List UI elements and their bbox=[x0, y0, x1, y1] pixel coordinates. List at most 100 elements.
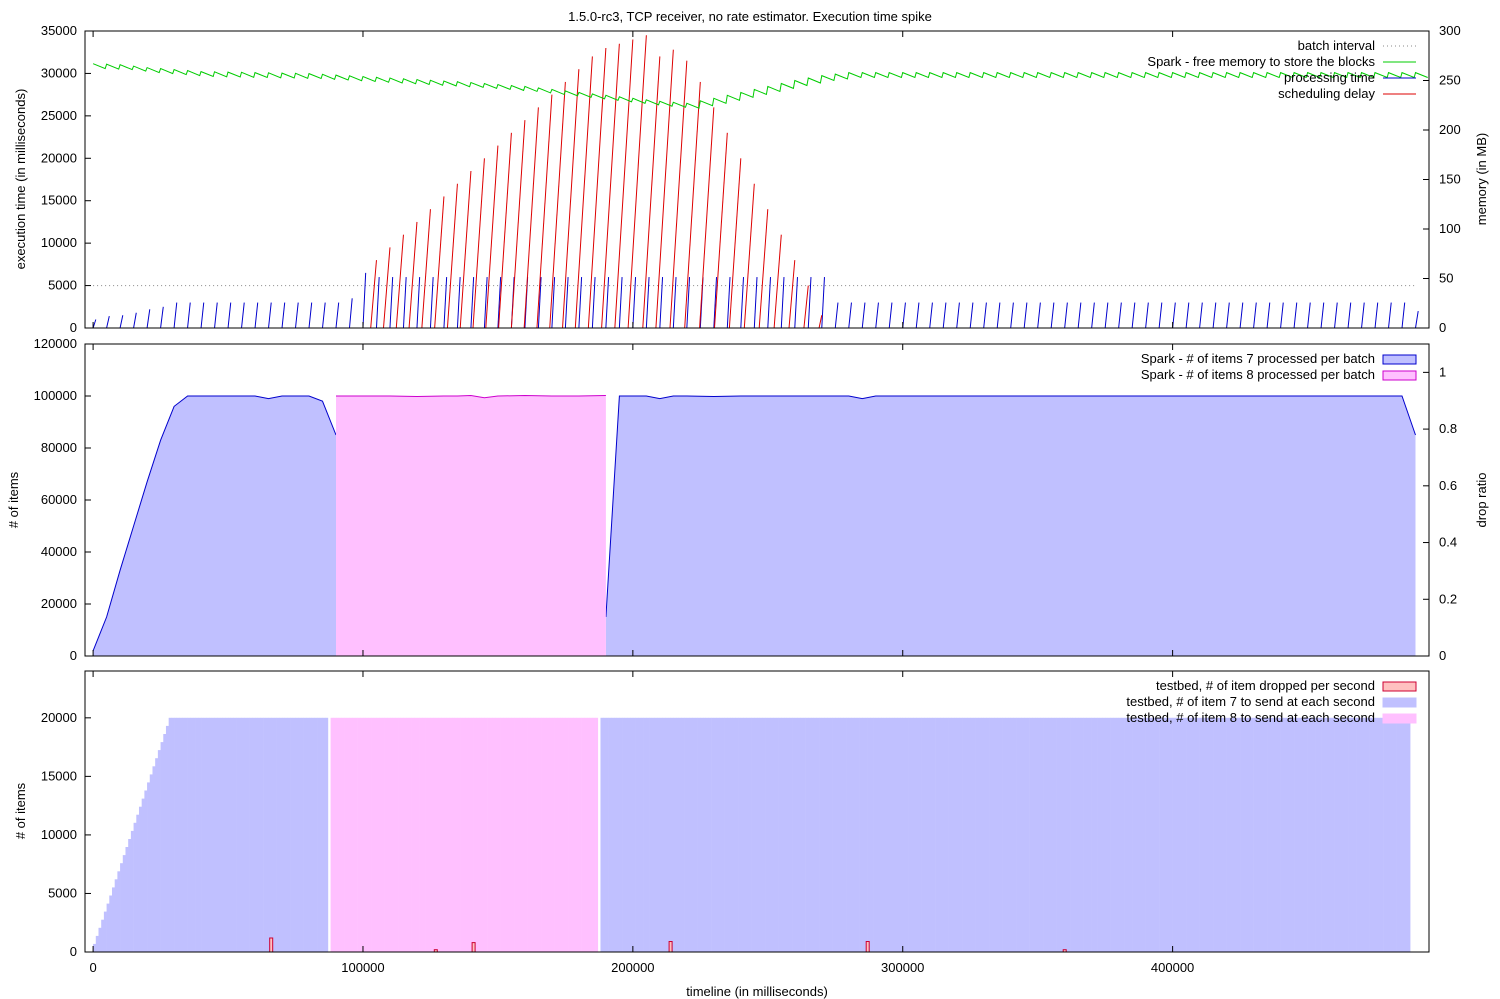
xtick-label: 300000 bbox=[881, 960, 924, 975]
items-8-send-bar bbox=[354, 717, 358, 952]
items-7-send-bar bbox=[1021, 717, 1025, 952]
items-7-send-bar bbox=[632, 717, 636, 952]
items-7-send-bar bbox=[864, 717, 868, 952]
legend-swatch bbox=[1382, 697, 1417, 708]
items-7-send-bar bbox=[670, 717, 674, 952]
items-7-send-bar bbox=[128, 839, 132, 952]
items-7-send-bar bbox=[1115, 717, 1119, 952]
items-7-send-bar bbox=[692, 717, 696, 952]
items-8-send-bar bbox=[419, 717, 423, 952]
items-7-send-bar bbox=[1080, 717, 1084, 952]
items-7-send-bar bbox=[732, 717, 736, 952]
processing-time-spike bbox=[483, 277, 488, 329]
dropped-items-bar bbox=[269, 937, 274, 953]
items-7-send-bar bbox=[1043, 717, 1047, 952]
items-8-send-bar bbox=[395, 717, 399, 952]
processing-time-spike bbox=[214, 302, 218, 329]
y2tick-label: 0.4 bbox=[1439, 535, 1457, 550]
y2tick-label: 250 bbox=[1439, 73, 1461, 88]
items-7-send-bar bbox=[1140, 717, 1144, 952]
items-7-send-bar bbox=[1061, 717, 1065, 952]
scheduling-delay-spike bbox=[587, 47, 607, 329]
items-7-send-bar bbox=[1180, 717, 1184, 952]
items-7-send-bar bbox=[165, 725, 169, 952]
items-7-send-bar bbox=[214, 717, 218, 952]
items-7-send-bar bbox=[1088, 717, 1092, 952]
items-8-send-bar bbox=[508, 717, 512, 952]
items-7-send-bar bbox=[719, 717, 723, 952]
legend-label: testbed, # of item 8 to send at each sec… bbox=[1126, 710, 1375, 725]
xtick-label: 200000 bbox=[611, 960, 654, 975]
items-7-send-bar bbox=[619, 717, 623, 952]
items-7-send-bar bbox=[1169, 717, 1173, 952]
items-8-send-bar bbox=[357, 717, 361, 952]
items-7-send-bar bbox=[889, 717, 893, 952]
items-7-send-bar bbox=[1040, 717, 1044, 952]
items-7-send-bar bbox=[789, 717, 793, 952]
scheduling-delay-spike bbox=[684, 81, 701, 329]
items-7-send-bar bbox=[1229, 717, 1233, 952]
items-7-send-bar bbox=[775, 717, 779, 952]
items-7-send-bar bbox=[309, 717, 312, 952]
items-7-send-bar bbox=[999, 717, 1003, 952]
items-7-send-bar bbox=[770, 717, 774, 952]
scheduling-delay-spike bbox=[655, 49, 674, 329]
processing-time-spike bbox=[780, 277, 785, 329]
items-8-send-bar bbox=[570, 717, 574, 952]
items-7-send-bar bbox=[1034, 717, 1038, 952]
items-7-send-bar bbox=[117, 871, 121, 952]
items-7-send-bar bbox=[754, 717, 758, 952]
items-7-send-bar bbox=[1183, 717, 1187, 952]
ytick-label: 5000 bbox=[48, 278, 77, 293]
items-8-send-bar bbox=[427, 717, 431, 952]
items-7-send-bar bbox=[708, 717, 712, 952]
items-7-send-bar bbox=[233, 717, 237, 952]
items-8-send-bar bbox=[441, 717, 445, 952]
items-7-send-bar bbox=[905, 717, 909, 952]
items-7-send-bar bbox=[168, 717, 172, 952]
items-7-send-bar bbox=[201, 717, 205, 952]
items-7-send-bar bbox=[794, 717, 798, 952]
items-7-send-bar bbox=[1294, 717, 1298, 952]
items-8-send-bar bbox=[465, 717, 469, 952]
scheduling-delay-spike bbox=[773, 234, 782, 329]
items-7-send-bar bbox=[1250, 717, 1254, 952]
items-8-send-bar bbox=[381, 717, 385, 952]
items-7-send-bar bbox=[1366, 717, 1370, 952]
items-7-send-bar bbox=[1226, 717, 1230, 952]
items-8-send-bar bbox=[576, 717, 580, 952]
items-7-send-bar bbox=[1186, 717, 1190, 952]
processing-time-spike bbox=[726, 277, 731, 329]
items-8-send-bar bbox=[435, 717, 439, 952]
items-7-send-bar bbox=[816, 717, 820, 952]
items-7-send-bar bbox=[924, 717, 928, 952]
items-7-send-bar bbox=[1213, 717, 1217, 952]
processing-time-spike bbox=[429, 277, 434, 329]
legend-label: Spark - free memory to store the blocks bbox=[1147, 54, 1375, 69]
items-7-send-bar bbox=[643, 717, 647, 952]
items-7-send-bar bbox=[983, 717, 987, 952]
processing-time-spike bbox=[1050, 302, 1055, 329]
scheduling-delay-spike bbox=[728, 158, 742, 329]
items-8-send-bar bbox=[462, 717, 466, 952]
items-7-send-bar bbox=[1159, 717, 1163, 952]
items-7-send-bar bbox=[916, 717, 920, 952]
items-7-send-bar bbox=[1026, 717, 1030, 952]
items-7-send-bar bbox=[1110, 717, 1114, 952]
items-7-area bbox=[93, 396, 336, 656]
items-8-send-bar bbox=[389, 717, 393, 952]
processing-time-spike bbox=[929, 302, 933, 329]
items-7-send-bar bbox=[927, 717, 931, 952]
items-7-send-bar bbox=[1256, 717, 1260, 952]
ytick-label: 30000 bbox=[41, 65, 77, 80]
items-8-send-bar bbox=[479, 717, 483, 952]
items-7-send-bar bbox=[1207, 717, 1211, 952]
items-7-send-bar bbox=[694, 717, 698, 952]
items-7-send-bar bbox=[1018, 717, 1022, 952]
items-7-send-bar bbox=[1218, 717, 1222, 952]
items-7-send-bar bbox=[897, 717, 901, 952]
items-7-send-bar bbox=[322, 717, 326, 952]
panel-top-frame bbox=[84, 30, 1430, 329]
legend-label: Spark - # of items 7 processed per batch bbox=[1141, 351, 1375, 366]
y2tick-label: 0.2 bbox=[1439, 591, 1457, 606]
